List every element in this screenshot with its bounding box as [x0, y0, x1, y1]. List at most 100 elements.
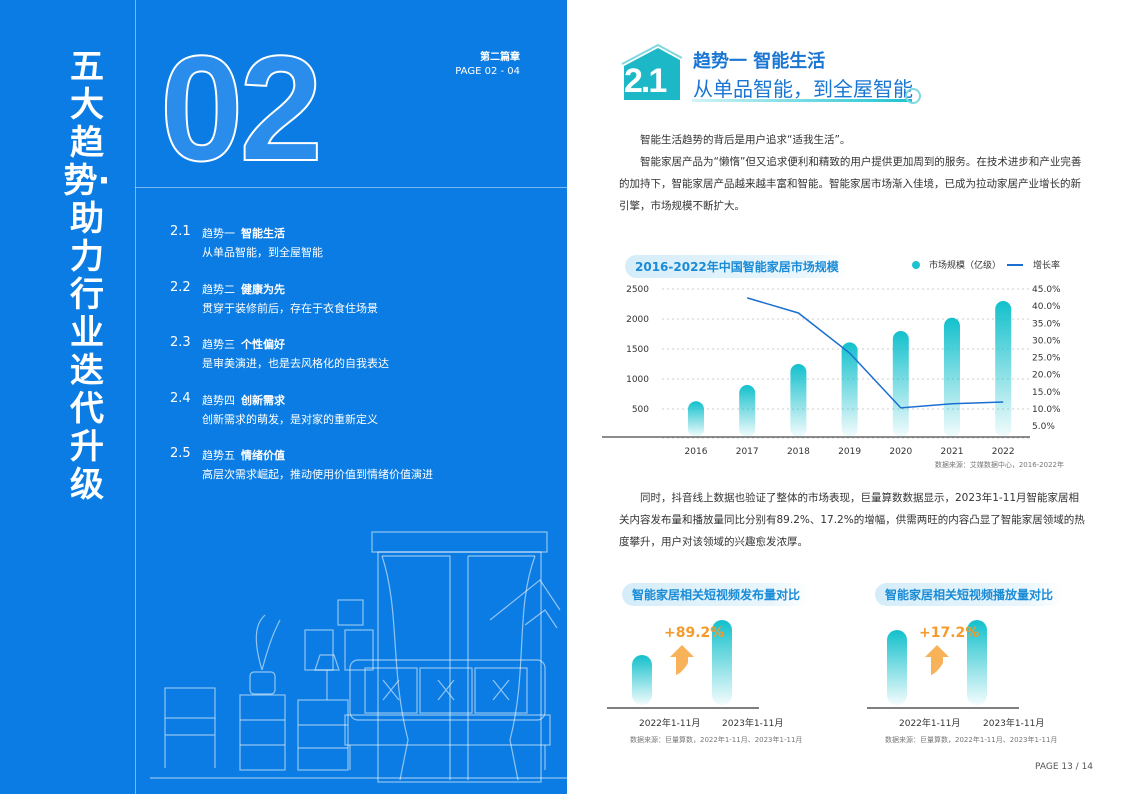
toc-subtitle: 从单品智能，到全屋智能	[202, 246, 323, 259]
toc-trend: 趋势三	[202, 338, 235, 351]
up-arrow-icon	[670, 645, 694, 675]
y-right-tick: 25.0%	[1032, 354, 1061, 364]
y-right-tick: 5.0%	[1032, 422, 1055, 432]
y-right-tick: 20.0%	[1032, 371, 1061, 381]
x-tick: 2019	[838, 447, 861, 457]
y-right-tick: 35.0%	[1032, 319, 1061, 329]
section-subheading: 从单品智能，到全屋智能	[693, 77, 913, 101]
bar	[712, 620, 732, 705]
chart-source: 数据来源：艾媒数据中心，2016-2022年	[934, 461, 1064, 469]
intro-text: 智能生活趋势的背后是用户追求“适我生活”。 智能家居产品为“懒惰”但又追求便利和…	[619, 129, 1089, 217]
toc-number: 2.2	[170, 279, 191, 295]
bar	[892, 331, 909, 437]
paragraph: 同时，抖音线上数据也验证了整体的市场表现，巨量算数数据显示，2023年1-11月…	[619, 492, 1085, 548]
chart-source: 数据来源：巨量算数，2022年1-11月、2023年1-11月	[885, 736, 1058, 744]
chapter-label: 第二篇章	[480, 52, 520, 63]
y-right-tick: 30.0%	[1032, 336, 1061, 346]
section-badge-house-icon	[621, 44, 683, 100]
page-range: PAGE 02 - 04	[455, 66, 520, 77]
growth-rate-line	[746, 297, 1004, 409]
y-right-tick: 45.0%	[1032, 285, 1061, 295]
growth-annotation: +17.2%	[919, 625, 979, 641]
content-right-page: 2.1 趋势一 智能生活 从单品智能，到全屋智能 智能生活趋势的背后是用户追求“…	[567, 0, 1134, 794]
toc-topic: 个性偏好	[241, 338, 285, 351]
legend-bar-label: 市场规模（亿级）	[929, 261, 1002, 271]
bar	[688, 401, 704, 437]
x-label: 2023年1-11月	[722, 719, 784, 729]
toc-number: 2.1	[170, 224, 191, 239]
horizontal-divider	[135, 187, 567, 188]
x-tick: 2017	[736, 447, 759, 457]
y-left-tick: 1000	[626, 375, 649, 385]
heading-underline	[692, 99, 912, 102]
living-room-illustration	[150, 531, 567, 783]
chart-title: 智能家居相关短视频发布量对比	[622, 583, 811, 606]
x-tick: 2018	[787, 447, 810, 457]
bar	[790, 364, 807, 437]
toc-subtitle: 高层次需求崛起，推动使用价值到情绪价值演进	[202, 468, 433, 481]
y-left-tick: 2000	[626, 315, 649, 325]
section-number: 2.1	[624, 62, 667, 100]
x-tick: 2022	[992, 447, 1015, 457]
paragraph: 智能家居产品为“懒惰”但又追求便利和精致的用户提供更加周到的服务。在技术进步和产…	[619, 156, 1082, 212]
x-label: 2022年1-11月	[899, 719, 961, 729]
y-left-tick: 500	[632, 405, 649, 415]
toc-title: 趋势五 情绪价值	[202, 447, 285, 463]
vertical-title: 五大趋势·助力行业迭代升级	[63, 47, 111, 505]
cover-left-page: 五大趋势·助力行业迭代升级 02 第二篇章 PAGE 02 - 04 2.1 趋…	[0, 0, 567, 794]
bar	[944, 317, 960, 437]
x-label: 2022年1-11月	[639, 719, 701, 729]
section-heading: 趋势一 智能生活	[693, 51, 826, 72]
toc-number: 2.4	[170, 390, 191, 406]
bar	[841, 342, 858, 437]
toc-title: 趋势四 创新需求	[202, 392, 285, 408]
growth-annotation: +89.2%	[664, 625, 724, 641]
toc-title: 趋势三 个性偏好	[202, 336, 285, 352]
legend-line-swatch	[1007, 264, 1023, 266]
toc-title: 趋势一 智能生活	[202, 225, 285, 241]
page-number: PAGE 13 / 14	[1035, 762, 1094, 772]
x-tick: 2020	[889, 447, 912, 457]
toc-trend: 趋势五	[202, 449, 235, 462]
chart-title: 2016-2022年中国智能家居市场规模	[625, 255, 849, 278]
toc-number: 2.5	[170, 446, 191, 461]
decorative-circle	[905, 88, 921, 104]
toc-topic: 情绪价值	[241, 449, 285, 462]
bar	[632, 655, 652, 705]
play-volume-chart: +17.2%	[867, 620, 1019, 709]
toc-subtitle: 创新需求的萌发，是对家的重新定义	[202, 412, 378, 426]
toc-trend: 趋势一	[202, 227, 235, 240]
toc-trend: 趋势四	[202, 393, 235, 407]
toc-title: 趋势二 健康为先	[202, 281, 285, 297]
y-left-tick: 2500	[626, 285, 649, 295]
x-label: 2023年1-11月	[983, 719, 1045, 729]
up-arrow-icon	[925, 645, 949, 675]
y-right-tick: 10.0%	[1032, 405, 1061, 415]
legend-bar-swatch	[912, 261, 920, 269]
bar	[739, 385, 756, 437]
vertical-divider	[135, 0, 136, 794]
toc-topic: 智能生活	[241, 227, 285, 240]
market-size-chart: 500 1000 1500 2000 2500 5.0% 10.0% 15.0% 20.0% 25…	[602, 285, 1061, 457]
bar	[887, 630, 907, 705]
x-tick: 2016	[685, 447, 708, 457]
toc-topic: 创新需求	[241, 393, 285, 407]
bar	[995, 301, 1012, 437]
bar	[967, 620, 987, 705]
y-right-tick: 15.0%	[1032, 388, 1061, 398]
toc-topic: 健康为先	[241, 282, 285, 296]
y-left-tick: 1500	[626, 345, 649, 355]
toc-subtitle: 贯穿于装修前后，存在于衣食住场景	[202, 301, 378, 315]
toc-trend: 趋势二	[202, 282, 235, 296]
toc-number: 2.3	[170, 335, 191, 350]
paragraph: 智能生活趋势的背后是用户追求“适我生活”。	[640, 134, 851, 146]
chapter-number: 02	[159, 23, 324, 193]
body-text-2: 同时，抖音线上数据也验证了整体的市场表现，巨量算数数据显示，2023年1-11月…	[619, 487, 1089, 553]
publish-volume-chart: +89.2%	[607, 620, 759, 709]
toc-subtitle: 是审美演进，也是去风格化的自我表达	[202, 357, 389, 370]
y-right-tick: 40.0%	[1032, 302, 1061, 312]
chart-source: 数据来源：巨量算数，2022年1-11月、2023年1-11月	[630, 736, 803, 744]
legend-line-label: 增长率	[1033, 261, 1061, 271]
chart-title: 智能家居相关短视频播放量对比	[875, 583, 1064, 606]
x-tick: 2021	[941, 447, 964, 457]
